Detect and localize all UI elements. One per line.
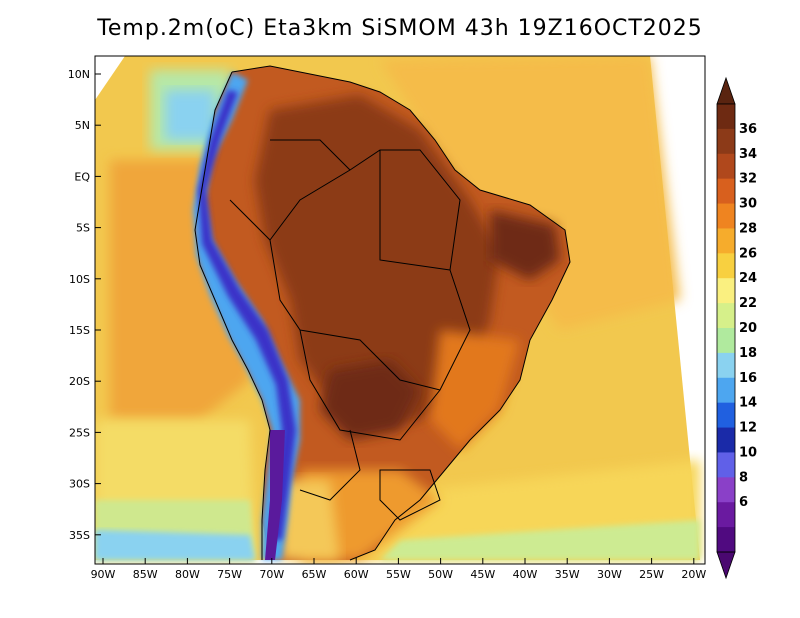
- lon-tick-label: 70W: [259, 568, 284, 581]
- colorbar-label: 8: [739, 470, 748, 485]
- colorbar-segment: [717, 427, 735, 453]
- colorbar-label: 32: [739, 172, 757, 187]
- colorbar-label: 18: [739, 346, 757, 361]
- colorbar-segment: [717, 527, 735, 553]
- colorbar-bottom-arrow: [716, 551, 736, 580]
- colorbar-segment: [717, 502, 735, 528]
- colorbar-segment: [717, 203, 735, 229]
- colorbar-segment: [717, 228, 735, 254]
- colorbar-segment: [717, 104, 735, 130]
- lat-tick-label: 25S: [69, 426, 90, 439]
- colorbar-label: 24: [739, 271, 757, 286]
- colorbar-label: 10: [739, 445, 757, 460]
- colorbar-segment: [717, 352, 735, 379]
- colorbar-label: 26: [739, 246, 757, 261]
- colorbar-segment: [717, 178, 735, 205]
- lon-tick-label: 90W: [91, 568, 116, 581]
- lon-tick-label: 80W: [175, 568, 200, 581]
- colorbar-segment: [717, 303, 735, 329]
- lat-tick-label: 20S: [69, 375, 90, 388]
- lat-tick-label: 35S: [69, 529, 90, 542]
- colorbar-label: 28: [739, 221, 757, 236]
- lon-tick-label: 55W: [386, 568, 411, 581]
- map-title: Temp.2m(oC) Eta3km SiSMOM 43h 19Z16OCT20…: [97, 16, 703, 41]
- lat-tick-label: 10S: [69, 273, 90, 286]
- temperature-field: [95, 56, 700, 560]
- lon-tick-label: 60W: [344, 568, 369, 581]
- colorbar-label: 36: [739, 122, 757, 137]
- lon-tick-label: 20W: [681, 568, 706, 581]
- latitude-axis: 10N 5N EQ 5S 10S 15S 20S 25S 30S 35S: [68, 68, 101, 542]
- colorbar-label: 20: [739, 321, 757, 336]
- colorbar-segment: [717, 278, 735, 304]
- colorbar-segment: [717, 452, 735, 478]
- lat-tick-label: 5S: [76, 222, 90, 235]
- lon-tick-label: 30W: [597, 568, 622, 581]
- lat-tick-label: EQ: [74, 170, 90, 183]
- lon-tick-label: 75W: [217, 568, 242, 581]
- colorbar-label: 16: [739, 371, 757, 386]
- longitude-axis: 90W 85W 80W 75W 70W 65W 60W 55W 50W 45W 40W 35W 30W 2…: [91, 558, 706, 581]
- colorbar-segment: [717, 253, 735, 279]
- colorbar-segment: [717, 377, 735, 404]
- colorbar: 36 34 32 30 28 26 24 22 20 18 16 14 12 10 8 6: [716, 76, 757, 580]
- lat-tick-label: 15S: [69, 324, 90, 337]
- lon-tick-label: 35W: [555, 568, 580, 581]
- colorbar-segment: [717, 128, 735, 155]
- colorbar-segment: [717, 402, 735, 429]
- lon-tick-label: 65W: [302, 568, 327, 581]
- colorbar-segment: [717, 477, 735, 503]
- lon-tick-label: 45W: [470, 568, 495, 581]
- lat-tick-label: 30S: [69, 478, 90, 491]
- lon-tick-label: 25W: [639, 568, 664, 581]
- lon-tick-label: 40W: [513, 568, 538, 581]
- colorbar-label: 12: [739, 421, 757, 436]
- colorbar-segment: [717, 153, 735, 180]
- colorbar-label: 34: [739, 147, 757, 162]
- country-borders: [194, 65, 571, 561]
- lat-tick-label: 10N: [68, 68, 90, 81]
- lon-tick-label: 85W: [133, 568, 158, 581]
- colorbar-label: 30: [739, 197, 757, 212]
- colorbar-segment: [717, 328, 735, 354]
- colorbar-top-arrow: [716, 76, 736, 105]
- colorbar-label: 22: [739, 296, 757, 311]
- lon-tick-label: 50W: [428, 568, 453, 581]
- colorbar-label: 14: [739, 396, 757, 411]
- lat-tick-label: 5N: [75, 119, 90, 132]
- map-frame: [94, 55, 706, 565]
- colorbar-label: 6: [739, 495, 748, 510]
